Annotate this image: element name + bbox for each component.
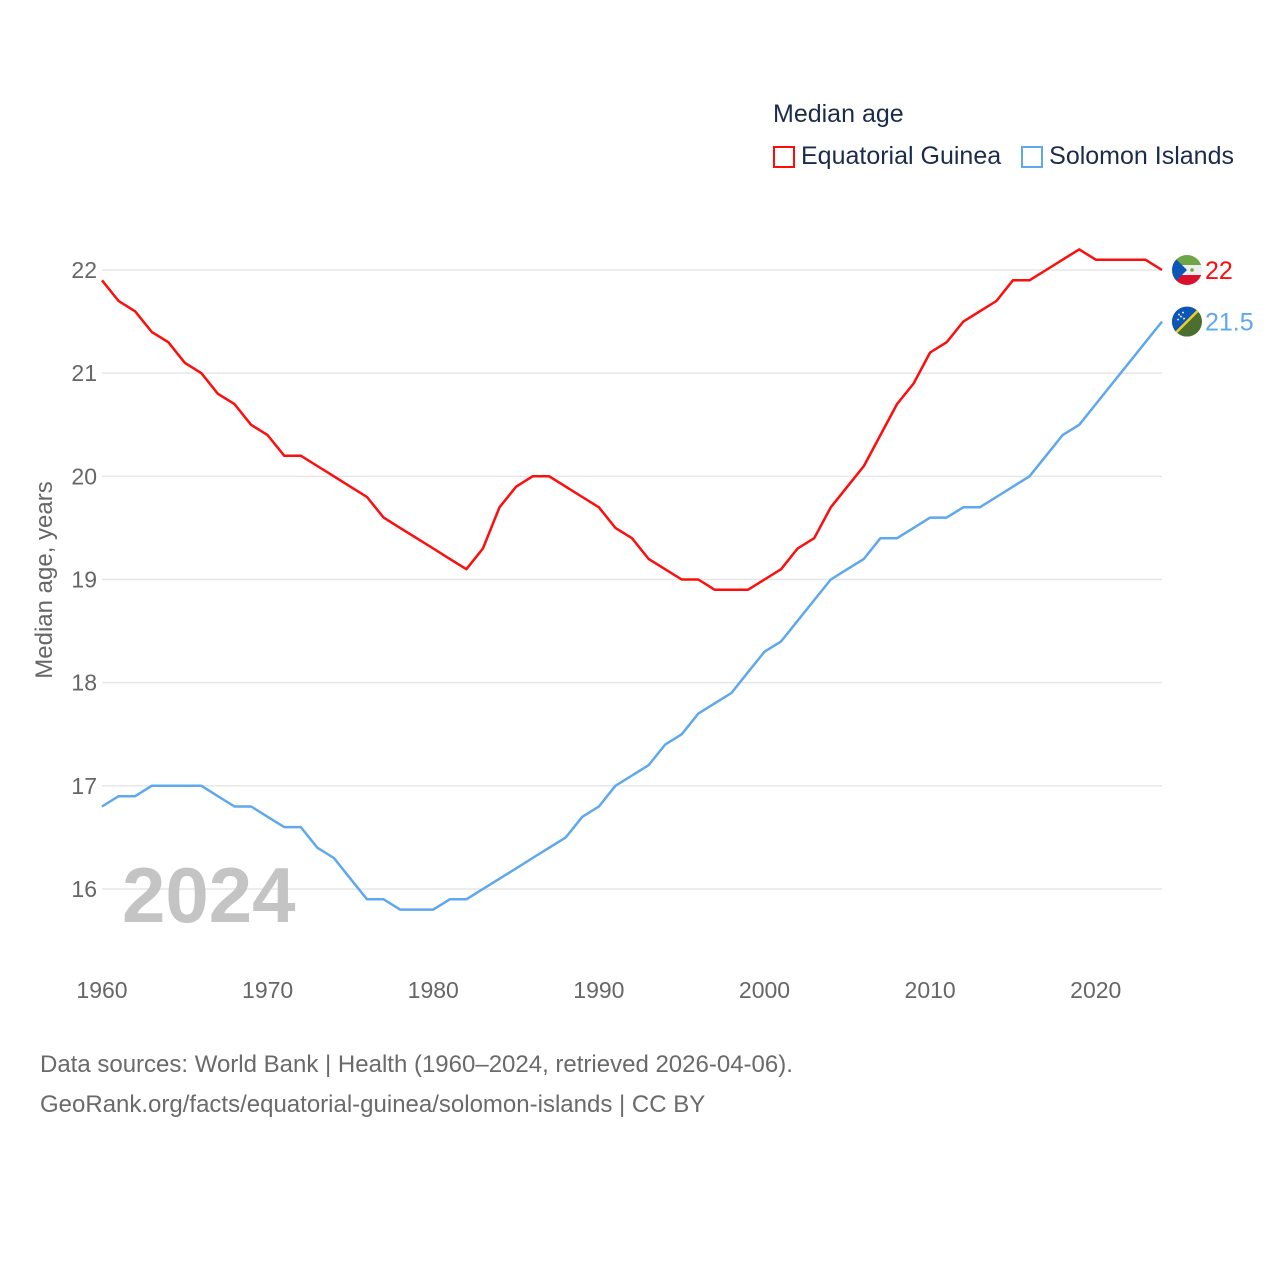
- y-tick-label: 19: [71, 567, 97, 593]
- source-note: Data sources: World Bank | Health (1960–…: [40, 1045, 793, 1125]
- year-watermark: 2024: [122, 851, 296, 939]
- x-tick-label: 1970: [242, 977, 293, 1003]
- y-tick-label: 21: [71, 360, 97, 386]
- x-tick-label: 2010: [905, 977, 956, 1003]
- series-end-markers: 22 21.5: [1172, 255, 1254, 337]
- equatorial-guinea-flag-icon: [1172, 255, 1202, 285]
- x-tick-label: 2020: [1070, 977, 1121, 1003]
- solomon-islands-flag-icon: [1172, 306, 1202, 337]
- end-value-label: 21.5: [1205, 309, 1254, 337]
- gridlines: [102, 269, 1162, 890]
- series-line-solomon-islands: [101, 320, 1163, 911]
- legend: Equatorial Guinea Solomon Islands: [773, 142, 1234, 171]
- x-tick-label: 1990: [573, 977, 624, 1003]
- x-axis: 1960 1970 1980 1990 2000 2010 2020: [76, 977, 1121, 1003]
- x-tick-label: 1980: [408, 977, 459, 1003]
- end-value-label: 22: [1205, 257, 1233, 285]
- y-tick-label: 18: [71, 670, 97, 696]
- y-tick-label: 22: [71, 257, 97, 283]
- legend-item-solomon-islands[interactable]: Solomon Islands: [1021, 142, 1234, 171]
- source-link[interactable]: GeoRank.org/facts/equatorial-guinea/solo…: [40, 1091, 706, 1118]
- series-lines: [101, 248, 1163, 911]
- x-tick-label: 1960: [76, 977, 127, 1003]
- legend-label: Solomon Islands: [1049, 142, 1234, 170]
- x-tick-label: 2000: [739, 977, 790, 1003]
- y-axis-label: Median age, years: [31, 481, 58, 678]
- series-line-equatorial-guinea: [101, 248, 1163, 592]
- legend-title: Median age: [773, 100, 904, 128]
- y-tick-label: 16: [71, 876, 97, 902]
- y-axis: 16 17 18 19 20 21 22: [71, 257, 97, 902]
- y-tick-label: 17: [71, 773, 97, 799]
- legend-item-equatorial-guinea[interactable]: Equatorial Guinea: [773, 142, 1001, 171]
- legend-swatch: [773, 145, 795, 168]
- legend-label: Equatorial Guinea: [801, 142, 1002, 170]
- legend-swatch: [1021, 145, 1044, 168]
- y-tick-label: 20: [71, 463, 97, 489]
- source-line: Data sources: World Bank | Health (1960–…: [40, 1051, 793, 1078]
